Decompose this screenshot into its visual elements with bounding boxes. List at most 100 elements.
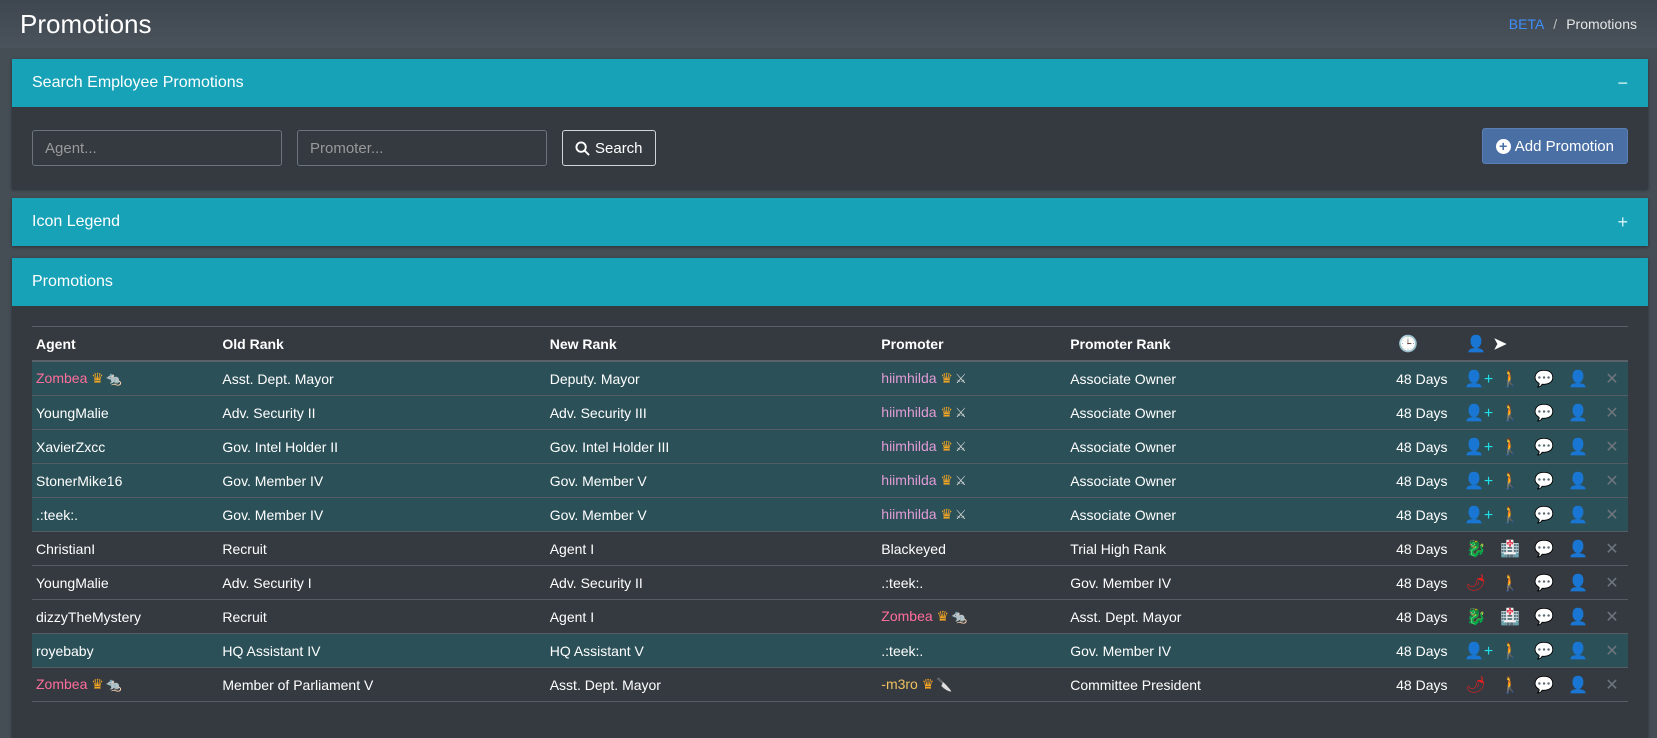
user-plus-icon[interactable]: 👤+ [1464,438,1494,456]
comments-icon[interactable]: 💬 [1534,506,1554,524]
agent-cell[interactable]: Zombea ♛ 🐀 [32,361,219,396]
close-icon[interactable]: ✕ [1605,438,1619,456]
col-time: 🕒 [1392,327,1460,362]
promoter-cell[interactable]: hiimhilda ♛ ⚔ [877,361,1067,396]
user-plus-icon[interactable]: 👤+ [1464,404,1494,422]
person-walking-arrow-icon[interactable]: 🚶 [1500,404,1520,422]
agent-cell[interactable]: YoungMalie [32,565,219,600]
col-new-rank[interactable]: New Rank [549,335,617,352]
user-edit-icon[interactable]: 👤 [1568,642,1588,660]
table-row: Zombea ♛ 🐀 Member of Parliament V Asst. Dep… [32,667,1628,702]
icon-legend-card: Icon Legend + [12,198,1648,246]
user-edit-icon[interactable]: 👤 [1568,574,1588,592]
promoter-cell[interactable]: -m3ro ♛ 🔪 [877,667,1067,702]
col-agent[interactable]: Agent [36,335,76,352]
agent-cell[interactable]: StonerMike16 [32,463,219,498]
user-edit-icon[interactable]: 👤 [1568,506,1588,524]
close-icon[interactable]: ✕ [1605,472,1619,490]
hospital-icon[interactable]: 🏥 [1500,608,1520,626]
promoter-badge-icon: 🐀 [951,609,968,624]
user-edit-icon[interactable]: 👤 [1568,608,1588,626]
expand-icon[interactable]: + [1617,211,1628,232]
agent-cell[interactable]: royebaby [32,633,219,668]
close-icon[interactable]: ✕ [1605,608,1619,626]
person-walking-arrow-icon[interactable]: 🚶 [1500,472,1520,490]
promoter-cell[interactable]: hiimhilda ♛ ⚔ [877,463,1067,498]
comments-icon[interactable]: 💬 [1534,608,1554,626]
promoter-cell[interactable]: Blackeyed [877,531,1067,566]
col-old-rank[interactable]: Old Rank [222,335,284,352]
user-edit-icon[interactable]: 👤 [1568,404,1588,422]
agent-cell[interactable]: dizzyTheMystery [32,599,219,634]
promoter-cell[interactable]: hiimhilda ♛ ⚔ [877,497,1067,532]
close-icon[interactable]: ✕ [1605,540,1619,558]
hospital-icon[interactable]: 🏥 [1500,540,1520,558]
close-icon[interactable]: ✕ [1605,676,1619,694]
promoter-search-input[interactable] [297,130,547,166]
user-edit-icon[interactable]: 👤 [1568,540,1588,558]
person-walking-return-icon[interactable]: 🚶 [1500,574,1520,592]
user-edit-icon[interactable]: 👤 [1568,370,1588,388]
promoter-cell[interactable]: .:teek:. [877,633,1067,668]
user-plus-icon[interactable]: 👤+ [1464,506,1494,524]
agent-cell[interactable]: .:teek:. [32,497,219,532]
col-promoter[interactable]: Promoter [881,335,944,352]
days-cell: 48 Days [1392,531,1460,566]
agent-cell[interactable]: XavierZxcc [32,429,219,464]
icon-legend-header[interactable]: Icon Legend + [12,198,1648,246]
person-walking-arrow-icon[interactable]: 🚶 [1500,370,1520,388]
agent-cell[interactable]: ChristianI [32,531,219,566]
agent-cell[interactable]: YoungMalie [32,395,219,430]
promoter-cell[interactable]: hiimhilda ♛ ⚔ [877,429,1067,464]
new-rank-cell: Gov. Member V [545,497,878,532]
user-edit-icon[interactable]: 👤 [1568,438,1588,456]
user-plus-icon[interactable]: 👤+ [1464,472,1494,490]
page-title: Promotions [20,8,152,39]
close-icon[interactable]: ✕ [1605,370,1619,388]
person-walking-arrow-icon[interactable]: 🚶 [1500,438,1520,456]
col-promoter-rank[interactable]: Promoter Rank [1070,335,1171,352]
new-rank-cell: HQ Assistant V [545,633,878,668]
close-icon[interactable]: ✕ [1605,506,1619,524]
search-card-header[interactable]: Search Employee Promotions − [12,59,1648,107]
close-icon[interactable]: ✕ [1605,642,1619,660]
promoter-rank-cell: Associate Owner [1066,463,1393,498]
comments-icon[interactable]: 💬 [1534,642,1554,660]
close-icon[interactable]: ✕ [1605,574,1619,592]
user-edit-icon[interactable]: 👤 [1568,676,1588,694]
comments-icon[interactable]: 💬 [1534,370,1554,388]
days-cell: 48 Days [1392,497,1460,532]
close-icon[interactable]: ✕ [1605,404,1619,422]
person-walking-return-icon[interactable]: 🚶 [1500,642,1520,660]
comments-icon[interactable]: 💬 [1534,540,1554,558]
actions-cell: 👤+ 🚶 💬 👤 ✕ [1460,463,1628,498]
person-walking-return-icon[interactable]: 🚶 [1500,676,1520,694]
user-edit-icon[interactable]: 👤 [1568,472,1588,490]
pepper-icon[interactable]: 🌶 [1465,676,1487,694]
promoter-cell[interactable]: .:teek:. [877,565,1067,600]
agent-cell[interactable]: Zombea ♛ 🐀 [32,667,219,702]
days-cell: 48 Days [1392,599,1460,634]
comments-icon[interactable]: 💬 [1534,472,1554,490]
pepper-icon[interactable]: 🌶 [1465,574,1487,592]
comments-icon[interactable]: 💬 [1534,404,1554,422]
breadcrumb-link-beta[interactable]: BETA [1508,16,1545,32]
add-promotion-button[interactable]: + Add Promotion [1481,128,1628,164]
comments-icon[interactable]: 💬 [1534,676,1554,694]
dragon-icon[interactable]: 🐉 [1466,540,1486,558]
person-walking-arrow-icon[interactable]: 🚶 [1500,506,1520,524]
agent-search-input[interactable] [32,130,282,166]
crown-icon: ♛ [936,472,953,488]
dragon-icon[interactable]: 🐉 [1466,608,1486,626]
collapse-icon[interactable]: − [1617,72,1628,93]
promotions-card-title: Promotions [32,273,113,290]
old-rank-cell: Adv. Security II [218,395,546,430]
user-plus-icon[interactable]: 👤+ [1464,370,1494,388]
promoter-cell[interactable]: Zombea ♛ 🐀 [877,599,1067,634]
comments-icon[interactable]: 💬 [1534,574,1554,592]
comments-icon[interactable]: 💬 [1534,438,1554,456]
search-button[interactable]: Search [562,130,656,166]
user-plus-icon[interactable]: 👤+ [1464,642,1494,660]
promoter-cell[interactable]: hiimhilda ♛ ⚔ [877,395,1067,430]
promoter-rank-cell: Associate Owner [1066,395,1393,430]
